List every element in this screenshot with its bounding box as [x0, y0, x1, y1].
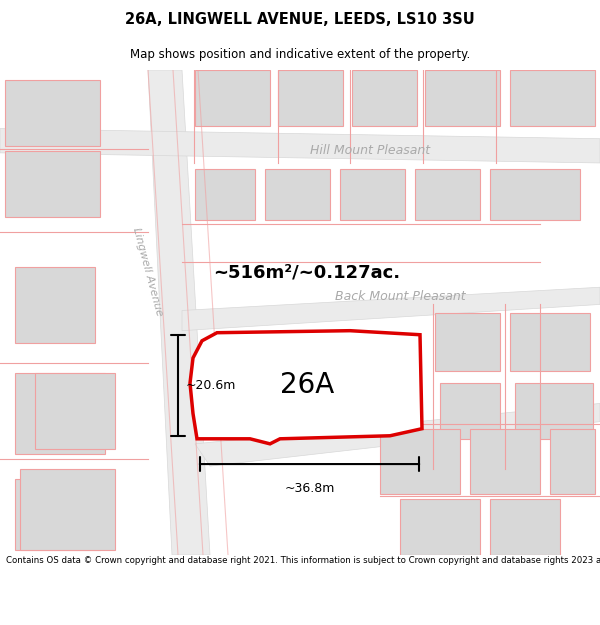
Bar [490, 169, 580, 219]
Polygon shape [0, 129, 600, 163]
Bar [265, 169, 330, 219]
Bar [510, 312, 590, 371]
Polygon shape [182, 288, 600, 331]
Polygon shape [195, 404, 600, 466]
Bar [5, 151, 100, 216]
Bar [400, 499, 480, 555]
Text: ~20.6m: ~20.6m [186, 379, 236, 392]
Bar [278, 70, 343, 126]
Text: Hill Mount Pleasant: Hill Mount Pleasant [310, 144, 430, 158]
Bar [510, 70, 595, 126]
Bar [352, 70, 417, 126]
Text: Lingwell Avenue: Lingwell Avenue [131, 227, 164, 318]
Bar [380, 429, 460, 494]
Bar [35, 373, 115, 449]
Bar [20, 469, 115, 550]
Bar [515, 383, 593, 439]
Bar [425, 70, 500, 126]
Text: 26A, LINGWELL AVENUE, LEEDS, LS10 3SU: 26A, LINGWELL AVENUE, LEEDS, LS10 3SU [125, 12, 475, 27]
Text: 26A: 26A [280, 371, 334, 399]
Bar [470, 429, 540, 494]
Bar [340, 169, 405, 219]
Text: ~36.8m: ~36.8m [284, 482, 335, 495]
Polygon shape [190, 331, 422, 444]
Bar [195, 70, 270, 126]
Bar [15, 479, 100, 550]
Bar [5, 80, 100, 146]
Text: Contains OS data © Crown copyright and database right 2021. This information is : Contains OS data © Crown copyright and d… [6, 556, 600, 565]
Bar [490, 499, 560, 555]
Bar [550, 429, 595, 494]
Bar [415, 169, 480, 219]
Text: ~516m²/~0.127ac.: ~516m²/~0.127ac. [214, 263, 401, 281]
Bar [15, 373, 105, 454]
Bar [15, 267, 95, 342]
Bar [440, 383, 500, 439]
Polygon shape [148, 70, 210, 555]
Bar [195, 169, 255, 219]
Text: Map shows position and indicative extent of the property.: Map shows position and indicative extent… [130, 48, 470, 61]
Bar [435, 312, 500, 371]
Text: Back Mount Pleasant: Back Mount Pleasant [335, 290, 466, 303]
